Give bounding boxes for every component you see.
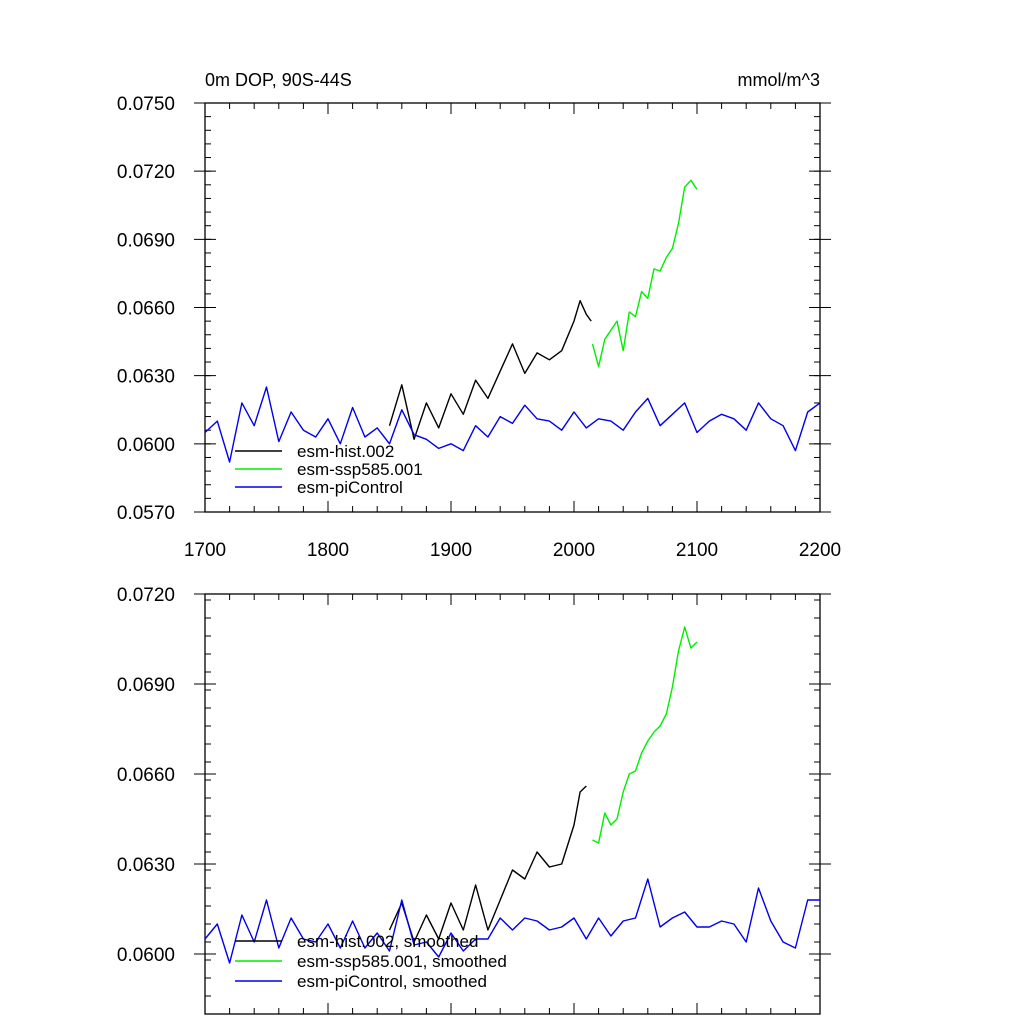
- panel-2: 0.0600 0.0630 0.0660 0.0690 0.0720 esm-hist.0…: [117, 585, 831, 1015]
- series-line-2: [591, 179, 698, 368]
- series-line-2: [592, 626, 698, 844]
- series-line-1: [388, 785, 587, 943]
- y-tick-label: 0.0570: [117, 503, 175, 524]
- legend-label: esm-piControl, smoothed: [297, 972, 487, 991]
- series-line-3: [204, 386, 821, 463]
- x-tick-label: 1900: [430, 540, 472, 561]
- y-tick-label: 0.0720: [117, 585, 175, 606]
- y-tick-label: 0.0630: [117, 367, 175, 388]
- chart-title: 0m DOP, 90S-44S: [205, 70, 352, 90]
- y-tick-label: 0.0750: [117, 94, 175, 115]
- x-tick-label: 2100: [676, 540, 718, 561]
- units-label: mmol/m^3: [738, 70, 820, 90]
- x-tick-label: 2000: [553, 540, 595, 561]
- y-tick-label: 0.0690: [117, 675, 175, 696]
- x-tick-label: 2200: [799, 540, 841, 561]
- legend-label: esm-hist.002: [297, 442, 394, 461]
- y-tick-label: 0.0690: [117, 230, 175, 251]
- y-tick-label: 0.0600: [117, 945, 175, 966]
- y-tick-label: 0.0600: [117, 435, 175, 456]
- series-line-3: [204, 878, 820, 964]
- series-line-1: [388, 300, 592, 440]
- x-tick-label: 1700: [184, 540, 226, 561]
- y-tick-label: 0.0720: [117, 162, 175, 183]
- legend-label: esm-ssp585.001, smoothed: [297, 952, 507, 971]
- y-tick-label: 0.0660: [117, 299, 175, 320]
- legend-label: esm-ssp585.001: [297, 460, 423, 479]
- legend-label: esm-hist.002, smoothed: [297, 932, 478, 951]
- plot-frame: [204, 593, 821, 1015]
- x-tick-label: 1800: [307, 540, 349, 561]
- panel-1: 1700 1800 1900 2000 2100 2200 0.0570 0.0600 0.06…: [117, 94, 841, 561]
- y-tick-label: 0.0660: [117, 765, 175, 786]
- legend-label: esm-piControl: [297, 478, 403, 497]
- y-tick-label: 0.0630: [117, 855, 175, 876]
